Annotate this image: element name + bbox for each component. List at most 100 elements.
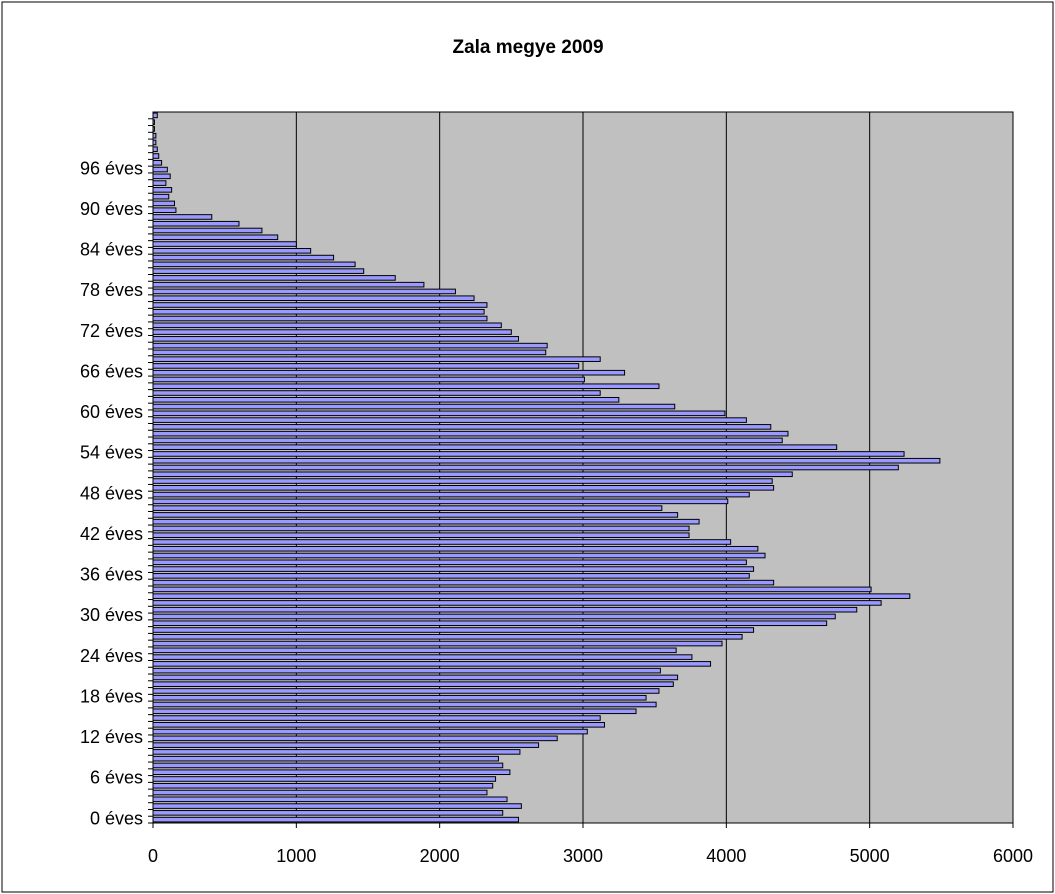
y-tick-label: 54 éves	[80, 443, 143, 463]
y-tick-label: 18 éves	[80, 686, 143, 706]
bar	[152, 403, 676, 410]
bar	[152, 722, 605, 728]
y-tick-label: 0 éves	[90, 808, 143, 828]
bar	[152, 444, 838, 450]
bar	[152, 383, 660, 390]
bar	[152, 600, 882, 606]
bar	[152, 363, 580, 369]
bar	[152, 667, 661, 674]
bar	[152, 735, 558, 742]
bar	[152, 620, 828, 627]
bar	[152, 694, 647, 701]
y-tick-label: 48 éves	[80, 483, 143, 503]
bar	[152, 681, 674, 687]
bar	[152, 755, 499, 762]
bar	[152, 396, 620, 403]
x-tick-label: 5000	[850, 846, 890, 866]
bar	[152, 708, 637, 715]
bar	[152, 268, 365, 274]
bar	[152, 281, 425, 288]
bar	[152, 613, 836, 620]
bar	[152, 810, 504, 816]
bar	[152, 518, 700, 525]
bar	[152, 369, 626, 376]
x-tick-label: 6000	[993, 846, 1033, 866]
bar	[152, 742, 540, 748]
bar	[152, 505, 663, 511]
bar	[152, 329, 512, 335]
bar	[152, 356, 601, 362]
x-tick-label: 3000	[563, 846, 603, 866]
bar	[152, 552, 766, 559]
bar	[152, 451, 905, 457]
bar	[152, 579, 775, 586]
x-tick-label: 1000	[276, 846, 316, 866]
bar	[152, 349, 547, 356]
bar	[152, 566, 755, 572]
bar	[152, 241, 297, 247]
bar	[152, 193, 170, 200]
y-tick-label: 96 éves	[80, 158, 143, 178]
bar	[152, 654, 693, 660]
bar	[152, 701, 657, 708]
bar	[152, 112, 158, 119]
bar	[152, 220, 240, 227]
bar	[152, 322, 502, 329]
bar	[152, 424, 772, 430]
bar	[152, 532, 690, 539]
bar	[152, 633, 743, 640]
bar	[152, 688, 660, 694]
bar	[152, 302, 488, 308]
bar	[152, 491, 750, 498]
bar	[152, 539, 732, 545]
bar	[152, 200, 175, 207]
y-tick-label: 12 éves	[80, 727, 143, 747]
bar	[152, 769, 511, 776]
bar	[152, 661, 712, 667]
x-tick-label: 0	[148, 846, 158, 866]
bar	[152, 803, 522, 809]
bar	[152, 234, 279, 241]
bar	[152, 498, 729, 505]
bar	[152, 559, 747, 566]
bar	[152, 342, 548, 349]
bar	[152, 816, 519, 823]
y-tick-label: 72 éves	[80, 321, 143, 341]
bar	[152, 796, 508, 803]
y-tick-label: 42 éves	[80, 524, 143, 544]
bar	[152, 573, 750, 579]
bar	[152, 715, 601, 721]
bar	[152, 390, 601, 396]
bar	[152, 248, 312, 254]
bar	[152, 776, 497, 782]
bar	[152, 180, 167, 186]
bar	[152, 512, 679, 518]
bar	[152, 295, 475, 302]
bar	[152, 187, 173, 193]
bar	[152, 593, 911, 599]
bar	[152, 173, 171, 180]
plot-border	[152, 111, 1014, 824]
bar	[152, 207, 177, 213]
bar	[152, 227, 263, 234]
bar	[152, 308, 485, 315]
bar	[152, 166, 168, 173]
bar	[152, 159, 163, 166]
bar	[152, 410, 726, 417]
bar	[152, 336, 519, 342]
bar	[152, 153, 160, 159]
bar	[152, 525, 690, 532]
bar	[152, 627, 755, 633]
bar	[152, 640, 723, 647]
bar	[152, 647, 677, 654]
y-tick-label: 84 éves	[80, 240, 143, 260]
bar	[152, 214, 213, 220]
bar	[152, 789, 488, 796]
bar	[152, 782, 494, 789]
bar	[152, 288, 456, 295]
bar	[152, 146, 158, 153]
x-tick-label: 2000	[420, 846, 460, 866]
bar	[152, 586, 872, 593]
y-tick-label: 60 éves	[80, 402, 143, 422]
bar	[152, 464, 899, 471]
